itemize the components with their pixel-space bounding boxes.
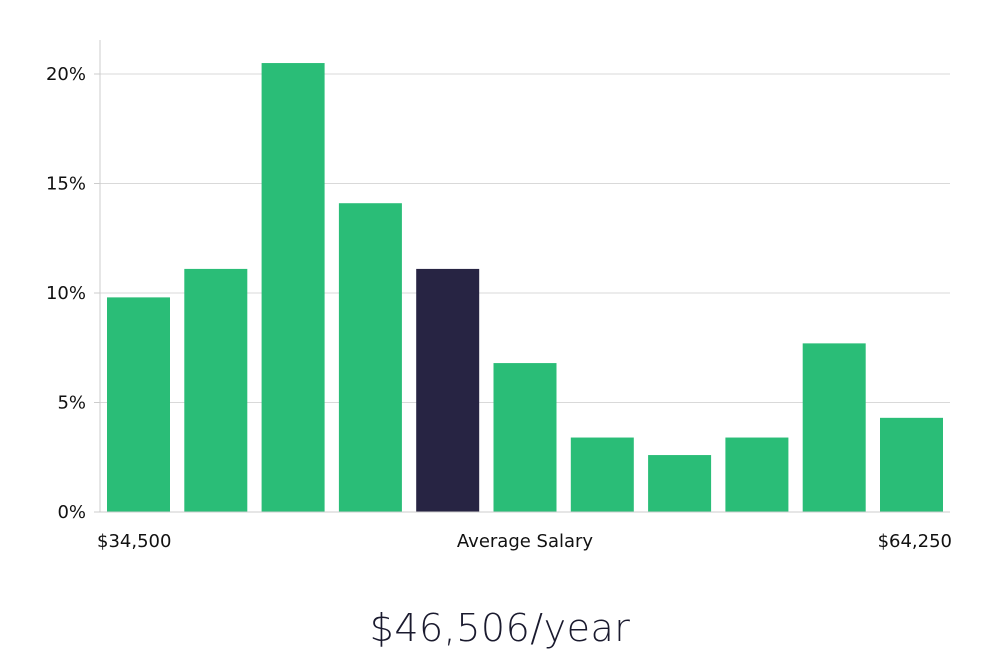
bar [648, 455, 712, 512]
bar [493, 363, 557, 512]
average-salary-value: $46,506/year [369, 606, 631, 650]
axes [99, 40, 950, 513]
x-labels: $34,500 Average Salary $64,250 [97, 531, 952, 552]
bar [338, 203, 402, 512]
x-mid-label: Average Salary [457, 531, 594, 552]
bar [880, 417, 943, 512]
bar [570, 437, 634, 512]
y-tick-label: 20% [46, 64, 86, 85]
x-min-label: $34,500 [97, 531, 171, 552]
y-tick-label: 15% [46, 174, 86, 195]
bar-average-highlight [416, 268, 480, 512]
y-tick-labels: 0% 5% 10% 15% 20% [46, 64, 100, 523]
y-tick-label: 10% [46, 283, 86, 304]
y-tick-label: 5% [57, 393, 86, 414]
bar [261, 63, 325, 513]
bars [107, 63, 943, 513]
y-tick-label: 0% [57, 502, 86, 523]
bar [184, 268, 248, 512]
bar [107, 297, 170, 512]
bar [802, 343, 866, 512]
x-max-label: $64,250 [878, 531, 952, 552]
bar [725, 437, 789, 512]
